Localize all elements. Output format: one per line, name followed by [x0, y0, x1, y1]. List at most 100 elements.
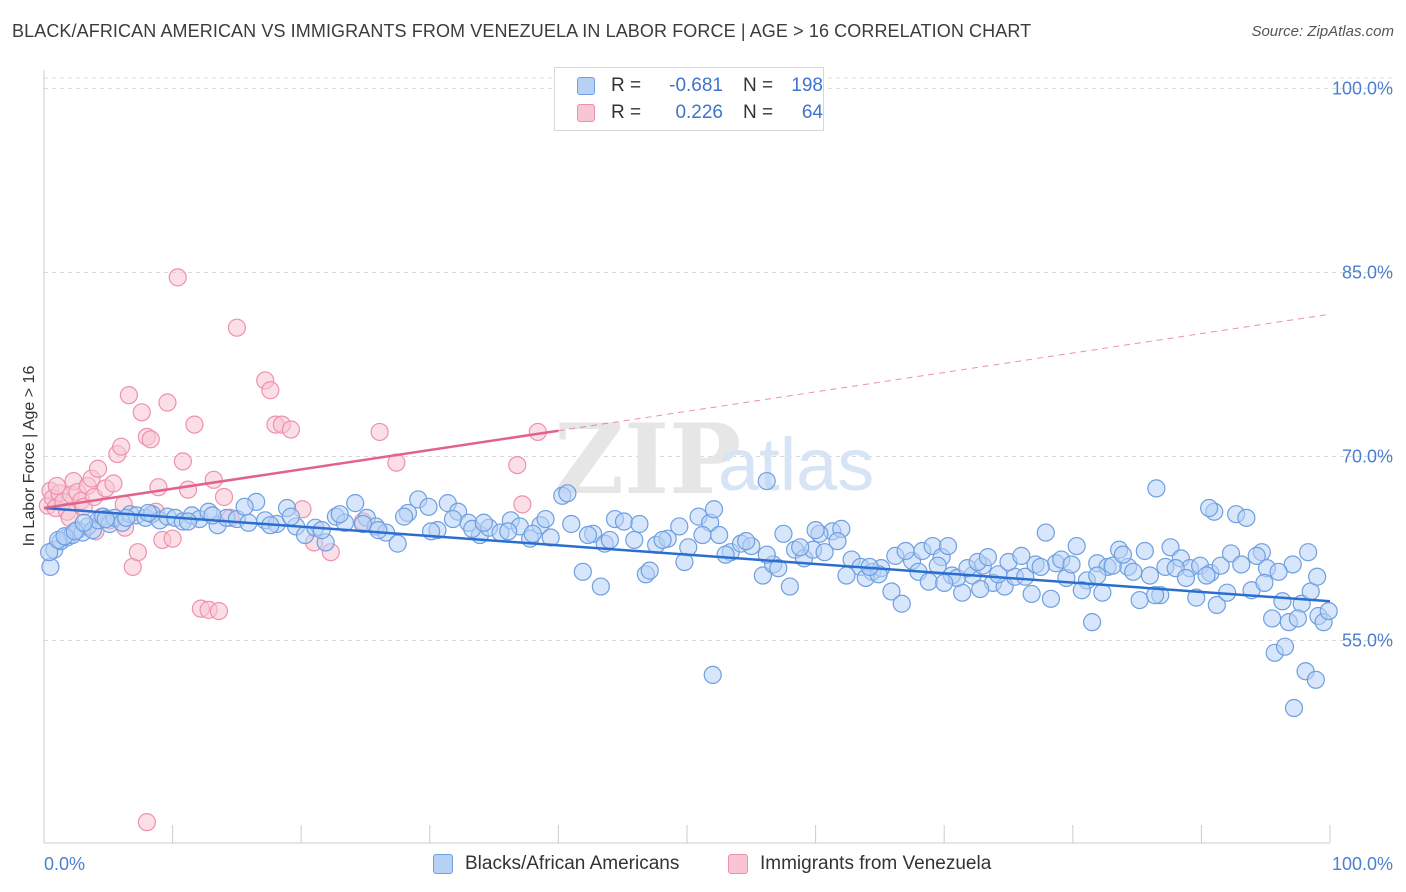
black-point [600, 530, 619, 550]
y-tick-label: 55.0% [1342, 631, 1393, 651]
black-point [1319, 601, 1338, 621]
venezuela-point [88, 459, 108, 478]
black-point [769, 559, 788, 578]
black-point [330, 505, 349, 524]
chart-title: BLACK/AFRICAN AMERICAN VS IMMIGRANTS FRO… [12, 21, 1032, 41]
venezuela-point [168, 268, 187, 287]
x-tick-labels: 0.0% 100.0% [44, 854, 1393, 874]
black-point [312, 521, 331, 540]
black-point [178, 512, 198, 531]
black-point [235, 497, 254, 516]
venezuela-point [163, 529, 182, 548]
venezuela-point [209, 601, 228, 621]
venezuela-point [149, 478, 168, 497]
venezuela-point [158, 393, 177, 412]
legend-label-venezuela: Immigrants from Venezuela [760, 853, 992, 874]
black-point [1247, 546, 1266, 565]
black-point [578, 525, 598, 545]
black-point [394, 507, 414, 526]
black-point [1113, 545, 1133, 564]
venezuela-point [47, 476, 66, 496]
trend-line-black [43, 506, 1331, 603]
y-tick-label: 70.0% [1342, 447, 1393, 467]
legend-label-black: Blacks/African Americans [465, 853, 680, 874]
legend-item-black[interactable]: Blacks/African Americans [433, 852, 679, 876]
stats-legend: R = -0.681 N = 198 R = 0.226 N = 64 [554, 67, 824, 131]
n-label: N = [743, 102, 774, 123]
black-point [1200, 498, 1219, 518]
black-point [640, 561, 659, 580]
black-point [1275, 637, 1295, 656]
black-point [670, 517, 689, 536]
black-point [117, 508, 136, 527]
black-point [1135, 541, 1154, 561]
black-point [928, 556, 947, 575]
y-tick-label: 100.0% [1332, 78, 1393, 98]
black-point [815, 543, 834, 562]
black-point [1012, 546, 1031, 565]
black-point [1124, 562, 1143, 581]
black-point [716, 545, 735, 564]
black-point [938, 536, 958, 556]
black-point [806, 521, 825, 540]
black-point [573, 562, 592, 581]
black-point [919, 572, 938, 591]
black-point [828, 532, 847, 551]
black-point [737, 532, 756, 551]
trend-line-venezuela-projection [558, 313, 1331, 432]
black-point [1140, 566, 1160, 585]
black-point [837, 566, 856, 585]
black-point [1146, 586, 1165, 605]
black-point [591, 577, 610, 596]
black-point [419, 497, 438, 516]
black-point [1197, 566, 1216, 585]
n-value: 198 [791, 75, 823, 96]
pink-legend-swatch [728, 854, 748, 874]
black-point [892, 594, 911, 613]
black-point [443, 509, 463, 529]
axes [43, 70, 1331, 844]
series-black-points [40, 471, 1338, 718]
black-point [558, 484, 577, 503]
black-point [704, 500, 724, 519]
y-axis-title: In Labor Force | Age > 16 [21, 366, 38, 547]
black-point [1093, 583, 1112, 602]
black-point [1036, 523, 1055, 542]
n-label: N = [743, 75, 774, 96]
black-point [896, 541, 915, 561]
black-point [474, 513, 493, 532]
venezuela-point [261, 381, 280, 400]
venezuela-point [104, 474, 123, 493]
black-point [978, 548, 998, 567]
black-point [1041, 589, 1061, 608]
black-point [1288, 609, 1307, 628]
r-value: -0.681 [669, 75, 723, 96]
black-point [614, 512, 634, 531]
black-point [388, 534, 407, 553]
black-point [1273, 592, 1292, 611]
black-point [1088, 566, 1107, 585]
blue-swatch [577, 77, 595, 95]
black-point [630, 514, 649, 534]
legend-item-venezuela[interactable]: Immigrants from Venezuela [728, 852, 991, 876]
black-point [971, 579, 990, 599]
trend-line-venezuela [43, 429, 559, 510]
venezuela-point [112, 437, 131, 456]
venezuela-point [370, 422, 389, 442]
n-value: 64 [801, 102, 823, 123]
r-label: R = [611, 75, 642, 96]
black-point [693, 525, 712, 545]
black-point [1016, 567, 1035, 586]
black-point [1211, 556, 1230, 575]
venezuela-point [185, 415, 204, 434]
black-point [1269, 562, 1288, 581]
venezuela-point [128, 543, 147, 562]
black-point [625, 530, 644, 550]
black-point [499, 522, 518, 541]
black-point [369, 521, 388, 540]
black-point [1232, 555, 1251, 574]
black-point [536, 509, 555, 529]
black-point [353, 514, 373, 534]
black-point [40, 543, 59, 562]
black-point [346, 494, 365, 513]
